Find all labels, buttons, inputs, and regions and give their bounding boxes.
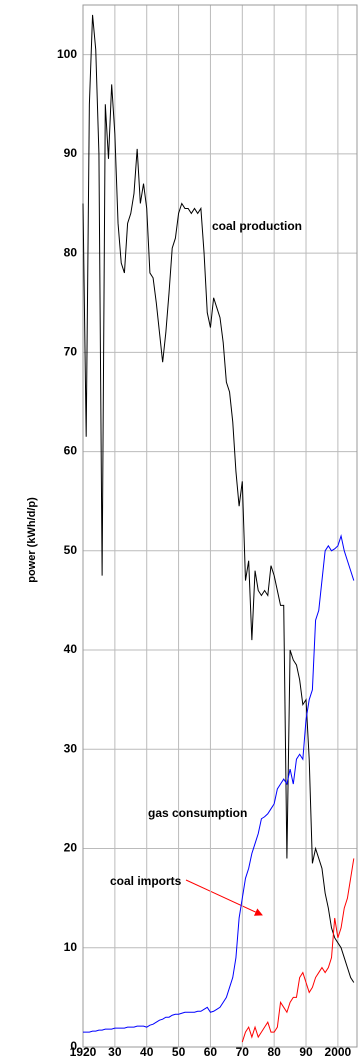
series-label: coal imports <box>110 874 182 888</box>
y-tick-label: 10 <box>64 940 78 954</box>
series-line <box>82 14 355 983</box>
y-tick-label: 0 <box>70 1039 77 1053</box>
x-tick-label: 2000 <box>325 1045 352 1059</box>
y-tick-label: 90 <box>64 146 78 160</box>
y-tick-label: 40 <box>64 642 78 656</box>
y-tick-label: 100 <box>57 47 77 61</box>
y-axis-label: power (kWh/d/p) <box>26 497 38 583</box>
y-tick-label: 20 <box>64 841 78 855</box>
x-tick-label: 1920 <box>70 1045 97 1059</box>
y-tick-label: 60 <box>64 444 78 458</box>
y-tick-label: 50 <box>64 543 78 557</box>
series-line <box>241 858 355 1043</box>
series-label: coal production <box>212 219 302 233</box>
x-tick-label: 30 <box>108 1045 122 1059</box>
x-tick-label: 70 <box>236 1045 250 1059</box>
plot-frame <box>82 4 358 1048</box>
y-tick-label: 30 <box>64 741 78 755</box>
y-tick-label: 80 <box>64 245 78 259</box>
x-tick-label: 90 <box>299 1045 313 1059</box>
series-line <box>83 533 355 1033</box>
annotation-arrow <box>185 879 263 916</box>
y-tick-label: 70 <box>64 345 78 359</box>
x-tick-label: 80 <box>267 1045 281 1059</box>
x-tick-label: 40 <box>140 1045 154 1059</box>
x-tick-label: 50 <box>172 1045 186 1059</box>
x-tick-label: 60 <box>204 1045 218 1059</box>
series-label: gas consumption <box>148 806 247 820</box>
